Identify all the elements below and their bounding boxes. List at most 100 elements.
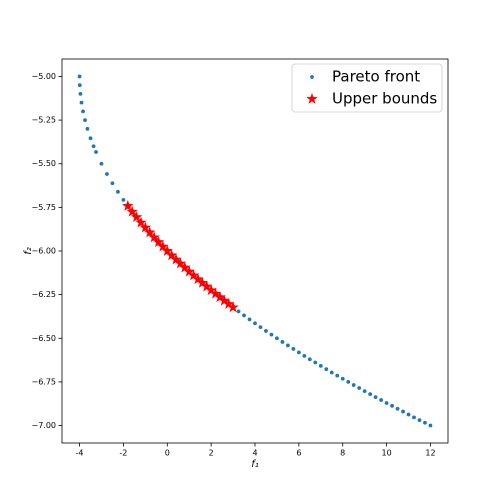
point xyxy=(329,370,334,375)
star-marker xyxy=(214,291,226,303)
star-marker xyxy=(196,276,209,288)
point xyxy=(110,181,115,186)
point xyxy=(253,321,257,326)
x-axis-label: f₁ xyxy=(251,459,259,470)
star-marker xyxy=(148,231,160,243)
star-marker xyxy=(205,284,217,296)
point xyxy=(105,172,109,176)
y-tick-label: −7.00 xyxy=(31,421,56,430)
point xyxy=(351,383,356,387)
x-tick-label: 0 xyxy=(165,449,170,458)
star-marker xyxy=(139,221,152,233)
point xyxy=(296,350,301,355)
point xyxy=(379,398,384,402)
point xyxy=(373,395,378,399)
point xyxy=(417,418,422,423)
point xyxy=(83,118,87,122)
point xyxy=(357,386,362,390)
x-tick-label: 10 xyxy=(381,449,391,458)
point xyxy=(340,376,345,381)
point xyxy=(242,313,246,318)
legend-label: Upper bounds xyxy=(332,90,437,108)
point xyxy=(406,412,411,417)
y-axis-label: f₂ xyxy=(23,247,34,255)
point xyxy=(291,347,296,351)
star-marker xyxy=(157,240,169,252)
point xyxy=(384,401,389,405)
point xyxy=(395,406,400,411)
star-marker xyxy=(183,265,195,277)
point xyxy=(280,340,285,344)
star-marker xyxy=(192,273,204,285)
y-tick-label: −5.00 xyxy=(31,72,56,81)
star-marker xyxy=(187,269,200,281)
point xyxy=(362,389,367,394)
point xyxy=(264,329,268,333)
point xyxy=(401,409,405,414)
star-marker xyxy=(201,280,213,292)
point xyxy=(412,415,416,420)
x-tick-label: 4 xyxy=(252,449,257,458)
point xyxy=(428,423,433,428)
legend-label: Pareto front xyxy=(332,68,420,86)
point xyxy=(307,357,312,362)
point xyxy=(91,144,96,149)
legend-marker xyxy=(306,93,318,104)
star-marker xyxy=(161,245,173,256)
x-tick-label: -4 xyxy=(76,449,84,458)
point xyxy=(78,92,83,96)
x-tick-label: 12 xyxy=(425,449,435,458)
point xyxy=(85,126,90,131)
star-marker xyxy=(152,236,165,247)
star-marker xyxy=(222,298,235,309)
star-marker xyxy=(209,287,222,299)
point xyxy=(368,392,373,397)
y-tick-label: −6.50 xyxy=(31,334,56,343)
star-marker xyxy=(122,199,134,211)
point xyxy=(99,161,104,166)
star-marker xyxy=(165,249,178,261)
star-marker xyxy=(170,253,182,265)
y-tick-label: −6.00 xyxy=(31,247,56,256)
star-marker xyxy=(144,226,156,238)
x-tick-label: 6 xyxy=(296,449,301,458)
point xyxy=(318,363,323,368)
y-tick-label: −6.25 xyxy=(31,290,56,299)
y-tick-label: −5.25 xyxy=(31,116,56,125)
x-tick-label: 2 xyxy=(209,449,214,458)
point xyxy=(81,109,85,114)
point xyxy=(116,189,120,194)
point xyxy=(77,83,82,88)
point xyxy=(94,150,98,154)
star-marker xyxy=(218,294,230,306)
point xyxy=(77,74,82,79)
star-marker xyxy=(126,205,138,217)
star-marker xyxy=(179,261,191,273)
star-marker xyxy=(227,301,239,313)
point xyxy=(247,317,252,322)
x-tick-label: 8 xyxy=(340,449,345,458)
y-tick-label: −5.75 xyxy=(31,203,56,212)
star-marker xyxy=(130,211,143,222)
point xyxy=(390,403,394,408)
point xyxy=(269,332,274,337)
point xyxy=(423,420,427,425)
x-tick-label: -2 xyxy=(119,449,127,458)
point xyxy=(88,136,93,141)
plot-frame xyxy=(61,58,449,444)
point xyxy=(324,367,329,372)
point xyxy=(275,336,279,341)
y-tick-label: −6.75 xyxy=(31,377,56,386)
point xyxy=(313,360,318,365)
point xyxy=(258,325,263,330)
legend-box xyxy=(291,63,443,113)
point xyxy=(302,354,307,358)
point xyxy=(346,380,351,384)
star-marker xyxy=(174,257,187,269)
legend-marker xyxy=(310,75,314,79)
y-tick-label: −5.50 xyxy=(31,159,56,168)
point xyxy=(121,197,126,202)
point xyxy=(285,343,290,348)
point xyxy=(236,309,241,314)
